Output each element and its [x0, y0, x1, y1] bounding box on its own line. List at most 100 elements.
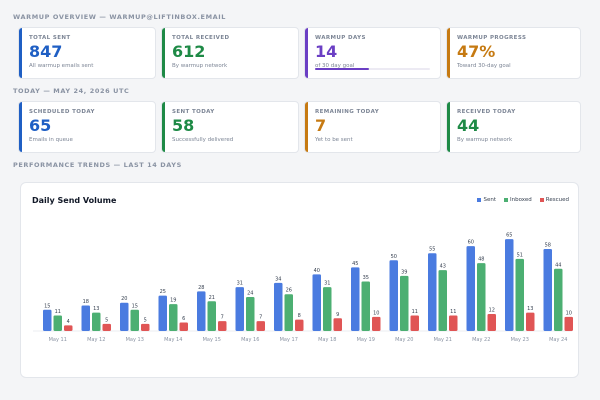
card-label: WARMUP DAYS: [315, 35, 366, 41]
data-label-rescued-may-18: 9: [336, 312, 339, 318]
card-value: 7: [315, 116, 327, 135]
data-label-inboxed-may-16: 24: [247, 291, 253, 297]
card-label: WARMUP PROGRESS: [457, 35, 527, 41]
card-value: 612: [172, 42, 206, 61]
bar-sent-may-21: [428, 253, 437, 331]
bar-sent-may-20: [389, 260, 398, 331]
bar-inboxed-may-11: [53, 315, 62, 331]
data-label-sent-may-19: 45: [352, 261, 358, 267]
bar-inboxed-may-12: [92, 312, 101, 331]
legend-item-sent: Sent: [477, 197, 496, 203]
today-section-title: TODAY — MAY 24, 2026 UTC: [13, 87, 130, 95]
bar-rescued-may-13: [141, 323, 150, 331]
legend-swatch-inboxed: [504, 198, 509, 202]
card-label: RECEIVED TODAY: [457, 109, 516, 115]
bar-sent-may-23: [505, 239, 514, 331]
data-label-inboxed-may-21: 43: [440, 264, 446, 270]
data-label-sent-may-24: 58: [545, 242, 551, 248]
card-value: 847: [29, 42, 63, 61]
x-tick-label: May 18: [318, 337, 336, 343]
card-label: REMAINING TODAY: [315, 109, 380, 115]
bar-rescued-may-23: [526, 312, 535, 331]
data-label-rescued-may-22: 12: [489, 308, 495, 314]
overview-card-total-received: TOTAL RECEIVED 612 By warmup network: [161, 27, 299, 79]
x-tick-label: May 13: [126, 337, 144, 343]
data-label-sent-may-20: 50: [391, 254, 397, 260]
bar-inboxed-may-13: [130, 309, 139, 331]
data-label-rescued-may-21: 11: [450, 309, 456, 315]
bar-inboxed-may-22: [477, 263, 486, 331]
bar-inboxed-may-18: [323, 287, 332, 331]
card-subtext: By warmup network: [457, 137, 513, 143]
overview-section-title: WARMUP OVERVIEW — WARMUP@LIFTINBOX.EMAIL: [13, 13, 227, 21]
card-value: 47%: [457, 42, 496, 61]
data-label-inboxed-may-20: 39: [401, 269, 407, 275]
daily-send-volume-chart-card: Daily Send Volume Sent Inboxed Rescued 1…: [20, 182, 579, 378]
x-tick-label: May 23: [511, 337, 529, 343]
bar-rescued-may-21: [449, 315, 458, 331]
bar-rescued-may-18: [333, 318, 342, 331]
today-card-sent-today: SENT TODAY 58 Successfully delivered: [161, 101, 299, 153]
card-value: 14: [315, 42, 338, 61]
bar-sent-may-22: [466, 246, 475, 331]
data-label-sent-may-21: 55: [429, 247, 435, 253]
bar-rescued-may-16: [256, 321, 265, 331]
bar-sent-may-13: [120, 302, 129, 331]
bar-inboxed-may-14: [169, 304, 178, 331]
card-label: TOTAL RECEIVED: [172, 35, 230, 41]
data-label-sent-may-12: 18: [83, 299, 89, 305]
today-card-received-today: RECEIVED TODAY 44 By warmup network: [446, 101, 581, 153]
data-label-rescued-may-15: 7: [221, 315, 224, 321]
data-label-rescued-may-13: 5: [144, 317, 147, 323]
data-label-sent-may-13: 20: [121, 296, 127, 302]
data-label-sent-may-23: 65: [506, 233, 512, 239]
bar-inboxed-may-23: [515, 258, 524, 331]
bar-rescued-may-20: [410, 315, 419, 331]
today-card-remaining-today: REMAINING TODAY 7 Yet to be sent: [304, 101, 441, 153]
card-label: SENT TODAY: [172, 109, 215, 115]
bar-sent-may-24: [543, 248, 552, 331]
data-label-inboxed-may-13: 15: [132, 303, 138, 309]
bar-inboxed-may-24: [554, 268, 563, 331]
progress-fill: [315, 68, 370, 70]
card-subtext: Successfully delivered: [172, 137, 234, 143]
bar-rescued-may-22: [487, 314, 496, 331]
data-label-rescued-may-23: 13: [527, 306, 533, 312]
chart-title: Daily Send Volume: [32, 196, 117, 205]
card-subtext: Toward 30-day goal: [457, 63, 511, 69]
x-tick-label: May 20: [395, 337, 413, 343]
warmup-days-progress-bar: [315, 68, 430, 70]
card-value: 44: [457, 116, 480, 135]
data-label-inboxed-may-18: 31: [324, 281, 330, 287]
x-tick-label: May 17: [280, 337, 298, 343]
legend-item-rescued: Rescued: [539, 197, 569, 203]
x-tick-label: May 24: [549, 337, 567, 343]
legend-label-sent: Sent: [483, 197, 497, 203]
data-label-sent-may-11: 15: [44, 303, 50, 309]
bar-sent-may-18: [312, 274, 321, 331]
data-label-rescued-may-19: 10: [373, 310, 379, 316]
card-subtext: Yet to be sent: [315, 137, 353, 143]
x-tick-label: May 16: [241, 337, 259, 343]
bar-rescued-may-11: [64, 325, 73, 331]
x-tick-label: May 14: [164, 337, 182, 343]
bar-sent-may-19: [351, 267, 360, 331]
data-label-inboxed-may-23: 51: [517, 252, 523, 258]
data-label-rescued-may-14: 6: [182, 316, 185, 322]
data-label-rescued-may-17: 8: [298, 313, 301, 319]
data-label-sent-may-18: 40: [314, 268, 320, 274]
bar-inboxed-may-20: [400, 275, 409, 331]
card-value: 65: [29, 116, 52, 135]
data-label-rescued-may-12: 5: [105, 317, 108, 323]
data-label-sent-may-17: 34: [275, 276, 281, 282]
overview-card-warmup-progress: WARMUP PROGRESS 47% Toward 30-day goal: [446, 27, 581, 79]
chart-legend: Sent Inboxed Rescued: [477, 197, 569, 203]
bar-rescued-may-24: [564, 316, 573, 331]
bar-inboxed-may-19: [361, 281, 370, 331]
data-label-rescued-may-20: 11: [412, 309, 418, 315]
bar-rescued-may-15: [218, 321, 227, 331]
data-label-inboxed-may-24: 44: [555, 262, 561, 268]
bar-sent-may-15: [197, 291, 206, 331]
data-label-rescued-may-16: 7: [259, 315, 262, 321]
card-subtext: By warmup network: [172, 63, 228, 69]
